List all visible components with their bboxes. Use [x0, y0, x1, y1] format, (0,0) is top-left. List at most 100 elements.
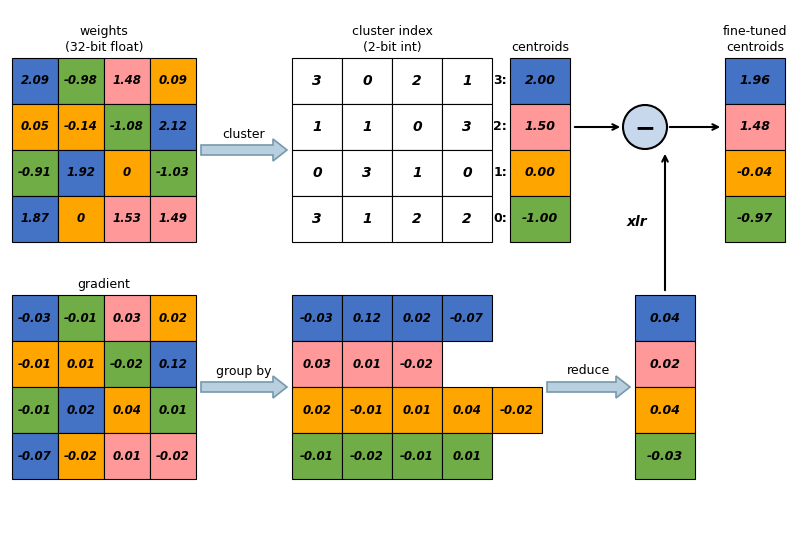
Bar — [292, 196, 342, 242]
Text: 0.09: 0.09 — [158, 74, 188, 88]
Bar — [442, 58, 492, 104]
Text: 1.87: 1.87 — [21, 212, 49, 225]
Bar — [292, 104, 342, 150]
Text: -1.00: -1.00 — [522, 212, 558, 225]
Bar — [635, 341, 695, 387]
Text: 1: 1 — [412, 166, 422, 180]
Bar — [58, 150, 104, 196]
Bar — [342, 387, 392, 433]
Bar — [725, 58, 785, 104]
Bar — [58, 196, 104, 242]
Text: 1.92: 1.92 — [67, 166, 95, 180]
Text: 0.02: 0.02 — [402, 311, 432, 325]
Bar — [635, 295, 695, 341]
FancyArrow shape — [201, 139, 287, 161]
Bar — [12, 295, 58, 341]
Bar — [150, 150, 196, 196]
Bar — [150, 433, 196, 479]
Bar — [510, 58, 570, 104]
Text: -0.14: -0.14 — [64, 120, 98, 134]
Text: 0: 0 — [363, 74, 372, 88]
Bar — [342, 295, 392, 341]
Text: 1.96: 1.96 — [739, 74, 770, 88]
Bar — [292, 150, 342, 196]
Bar — [635, 433, 695, 479]
Bar — [392, 150, 442, 196]
Bar — [58, 104, 104, 150]
Bar — [104, 341, 150, 387]
Bar — [342, 341, 392, 387]
Text: xlr: xlr — [626, 215, 647, 229]
Text: -0.02: -0.02 — [111, 357, 144, 371]
Bar — [442, 433, 492, 479]
Text: 0.12: 0.12 — [158, 357, 188, 371]
Bar — [150, 58, 196, 104]
Bar — [12, 196, 58, 242]
Text: 0.02: 0.02 — [67, 403, 95, 417]
Text: -0.01: -0.01 — [18, 357, 52, 371]
Bar — [342, 196, 392, 242]
Text: -0.02: -0.02 — [64, 449, 98, 462]
Text: -1.03: -1.03 — [156, 166, 190, 180]
Bar — [635, 387, 695, 433]
Bar — [342, 433, 392, 479]
Bar — [292, 387, 342, 433]
Text: 3:: 3: — [494, 74, 507, 88]
Bar — [12, 150, 58, 196]
Text: -0.04: -0.04 — [737, 166, 773, 180]
Bar — [342, 104, 392, 150]
Text: 2:: 2: — [493, 120, 507, 134]
Text: 0: 0 — [123, 166, 131, 180]
Text: 0: 0 — [412, 120, 422, 134]
Bar — [292, 295, 342, 341]
Bar — [12, 341, 58, 387]
Text: -0.07: -0.07 — [450, 311, 484, 325]
Text: cluster index
(2-bit int): cluster index (2-bit int) — [351, 25, 432, 54]
Text: 0.01: 0.01 — [158, 403, 188, 417]
Bar — [150, 387, 196, 433]
Bar — [12, 433, 58, 479]
Text: 2.00: 2.00 — [525, 74, 556, 88]
Bar — [292, 341, 342, 387]
Text: 1: 1 — [363, 120, 372, 134]
Text: 1.48: 1.48 — [739, 120, 770, 134]
Text: 0.03: 0.03 — [303, 357, 332, 371]
Text: 2: 2 — [412, 74, 422, 88]
Text: 0.04: 0.04 — [452, 403, 482, 417]
Text: 3: 3 — [312, 212, 322, 226]
Bar — [442, 387, 492, 433]
Text: reduce: reduce — [567, 364, 610, 378]
Text: -0.01: -0.01 — [301, 449, 334, 462]
Bar — [392, 295, 442, 341]
Bar — [104, 387, 150, 433]
Text: 1.49: 1.49 — [158, 212, 188, 225]
Text: 2.09: 2.09 — [21, 74, 49, 88]
Text: 0.02: 0.02 — [650, 357, 681, 371]
Bar — [104, 58, 150, 104]
Text: 0.04: 0.04 — [113, 403, 142, 417]
Bar — [292, 433, 342, 479]
Text: 1: 1 — [363, 212, 372, 226]
Text: -0.03: -0.03 — [18, 311, 52, 325]
Text: -0.98: -0.98 — [64, 74, 98, 88]
Bar — [58, 58, 104, 104]
Bar — [150, 295, 196, 341]
Text: -0.02: -0.02 — [350, 449, 384, 462]
Bar — [725, 150, 785, 196]
Bar — [392, 58, 442, 104]
Bar — [442, 104, 492, 150]
Text: 0: 0 — [462, 166, 471, 180]
Bar — [104, 433, 150, 479]
Text: 0:: 0: — [493, 212, 507, 225]
Text: -0.91: -0.91 — [18, 166, 52, 180]
Text: group by: group by — [216, 364, 272, 378]
Bar — [510, 104, 570, 150]
Bar — [12, 387, 58, 433]
Text: 0.03: 0.03 — [113, 311, 142, 325]
Text: 0: 0 — [312, 166, 322, 180]
Circle shape — [623, 105, 667, 149]
FancyArrow shape — [547, 376, 630, 398]
Text: centroids: centroids — [511, 41, 569, 54]
Text: -0.03: -0.03 — [647, 449, 683, 462]
Bar — [442, 150, 492, 196]
